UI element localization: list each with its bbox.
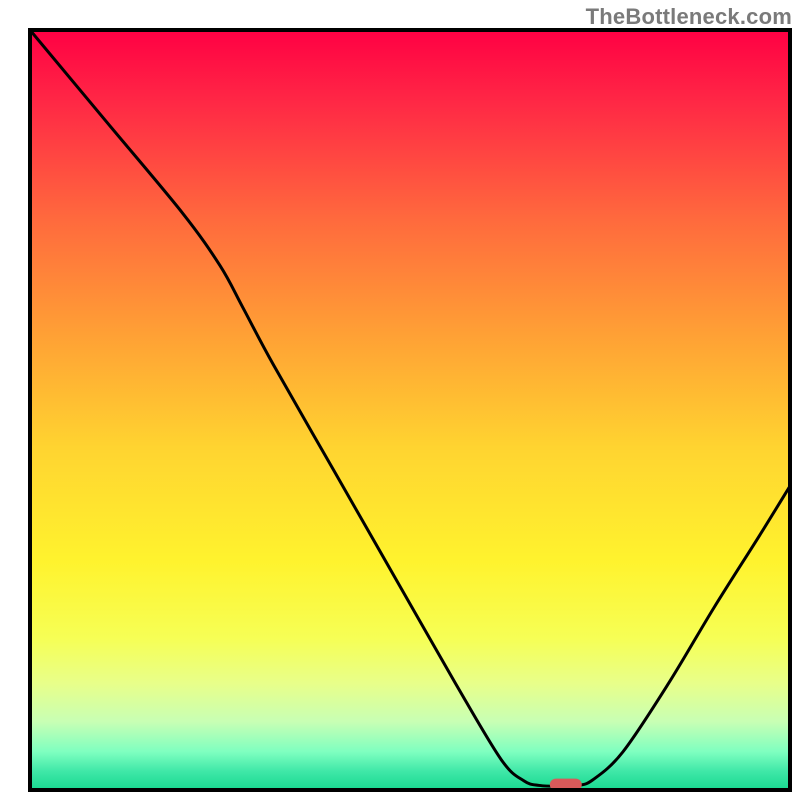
watermark-label: TheBottleneck.com bbox=[586, 4, 792, 30]
plot-area bbox=[30, 30, 790, 791]
gradient-background bbox=[30, 30, 790, 790]
chart-container: TheBottleneck.com bbox=[0, 0, 800, 800]
bottleneck-chart bbox=[0, 0, 800, 800]
